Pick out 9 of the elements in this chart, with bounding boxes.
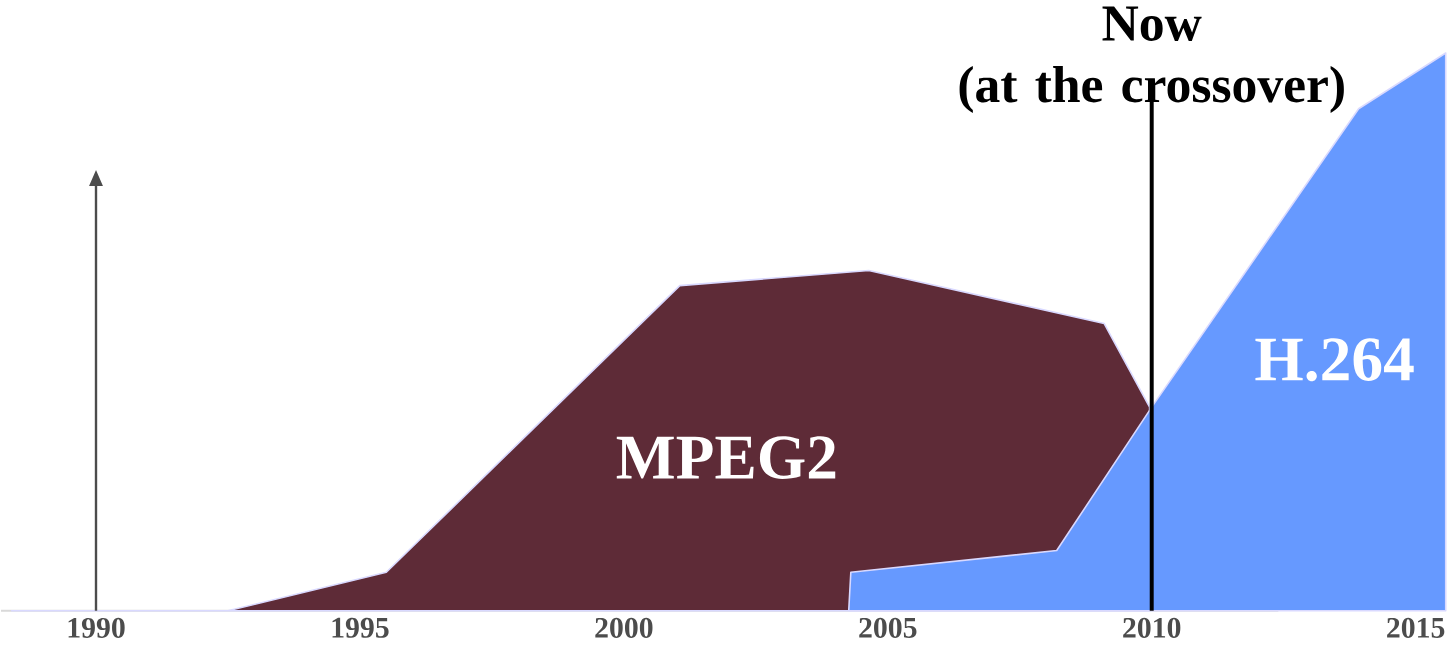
ref-line-label: Now (at the crossover)	[959, 6, 1344, 114]
x-tick-label: 1990	[68, 618, 125, 639]
series-label: H.264	[1255, 338, 1414, 382]
series-label: MPEG2	[616, 436, 836, 480]
x-tick-label: 2010	[1123, 618, 1181, 639]
x-tick-label: 2015	[1387, 618, 1445, 639]
x-tick-label: 1995	[332, 618, 389, 639]
x-tick-label: 2000	[595, 618, 653, 639]
x-tick-label: 2005	[859, 618, 917, 639]
